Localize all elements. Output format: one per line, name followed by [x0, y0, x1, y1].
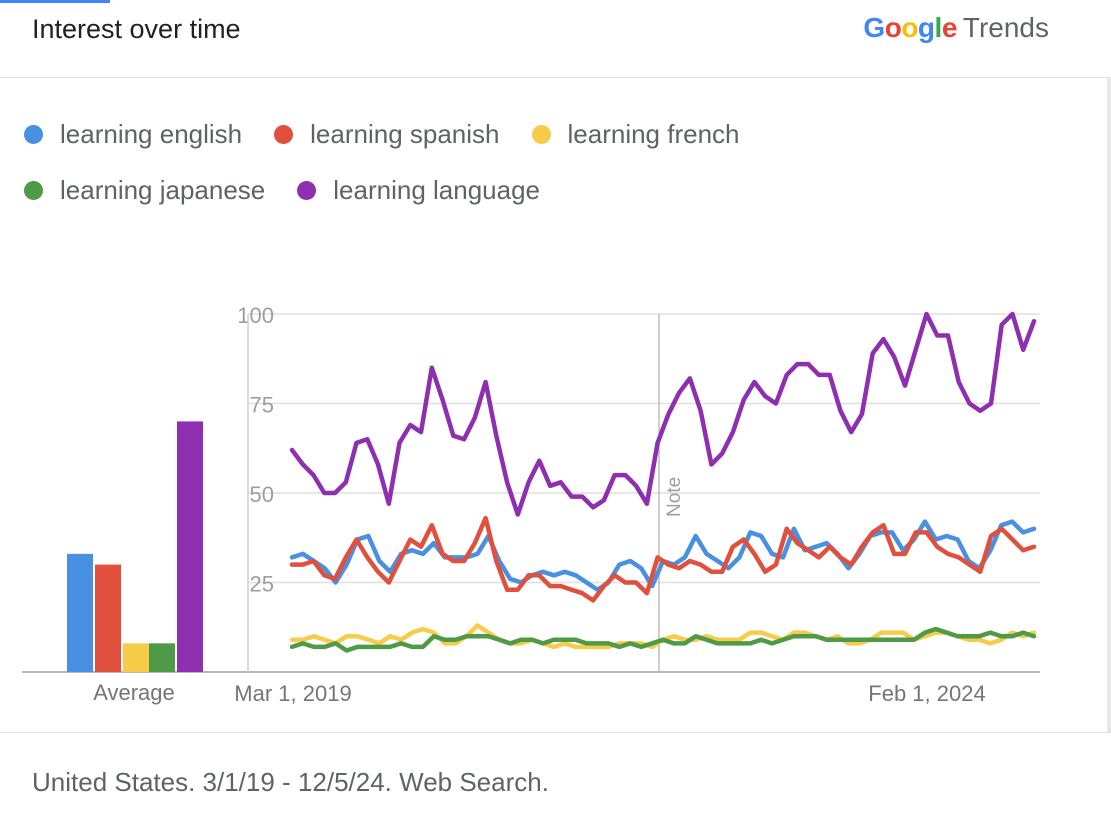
- footer: United States. 3/1/19 - 12/5/24. Web Sea…: [0, 732, 1111, 813]
- y-tick-label-75: 75: [250, 393, 274, 418]
- legend-label-spanish: learning spanish: [310, 118, 500, 149]
- legend-row-2: learning japanese learning language: [24, 162, 1084, 218]
- legend-dot-english: [24, 124, 43, 144]
- brand-google-letter: o: [884, 12, 902, 43]
- y-tick-label-100: 100: [237, 303, 274, 328]
- x-tick-label-start: Mar 1, 2019: [234, 681, 351, 706]
- average-bar-3: [149, 643, 175, 672]
- right-edge-divider: [1107, 77, 1111, 732]
- series-line-learning-japanese: [289, 626, 1037, 653]
- google-trends-logo: Google Trends: [863, 12, 1049, 44]
- legend-dot-japanese: [24, 180, 43, 200]
- average-bar-1: [95, 564, 121, 672]
- footer-caption: United States. 3/1/19 - 12/5/24. Web Sea…: [32, 767, 549, 797]
- legend-row-1: learning english learning spanish learni…: [24, 106, 1084, 162]
- y-tick-label-50: 50: [250, 482, 274, 507]
- y-tick-label-25: 25: [250, 572, 274, 597]
- brand-google-letter: o: [901, 12, 918, 43]
- legend-label-japanese: learning japanese: [60, 174, 266, 205]
- legend-dot-language: [297, 180, 317, 200]
- legend-item-spanish[interactable]: learning spanish: [274, 118, 500, 150]
- legend-item-japanese[interactable]: learning japanese: [24, 175, 265, 206]
- top-accent-bar: [0, 0, 110, 3]
- interest-over-time-chart[interactable]: 25 50 75 100 Note Average Mar 1, 2019 Feb 1, 20…: [0, 0, 1111, 732]
- brand-google: Google: [863, 12, 958, 43]
- brand-google-letter: g: [917, 12, 935, 43]
- average-bar-2: [123, 643, 149, 672]
- header: Interest over time Google Trends: [0, 0, 1111, 78]
- legend-label-english: learning english: [60, 118, 243, 149]
- legend-item-language[interactable]: learning language: [297, 175, 540, 206]
- brand-google-letter: l: [934, 12, 943, 43]
- series-line-learning-language: [289, 311, 1037, 517]
- average-label: Average: [93, 680, 175, 705]
- series-line-learning-spanish: [289, 515, 1037, 603]
- chart-legend: learning english learning spanish learni…: [24, 106, 1084, 218]
- brand-trends: Trends: [962, 12, 1049, 43]
- page-title: Interest over time: [32, 14, 241, 44]
- average-bar-0: [67, 553, 93, 672]
- legend-dot-french: [531, 124, 551, 144]
- legend-label-language: learning language: [333, 174, 541, 205]
- legend-dot-spanish: [274, 124, 294, 144]
- legend-label-french: learning french: [567, 118, 740, 149]
- brand-google-letter: e: [941, 12, 958, 43]
- average-bar-4: [177, 421, 203, 672]
- note-annotation: Note: [664, 477, 685, 517]
- brand-google-letter: G: [863, 12, 885, 43]
- x-tick-label-end: Feb 1, 2024: [868, 681, 985, 706]
- legend-item-english[interactable]: learning english: [24, 119, 242, 150]
- legend-item-french[interactable]: learning french: [531, 118, 740, 150]
